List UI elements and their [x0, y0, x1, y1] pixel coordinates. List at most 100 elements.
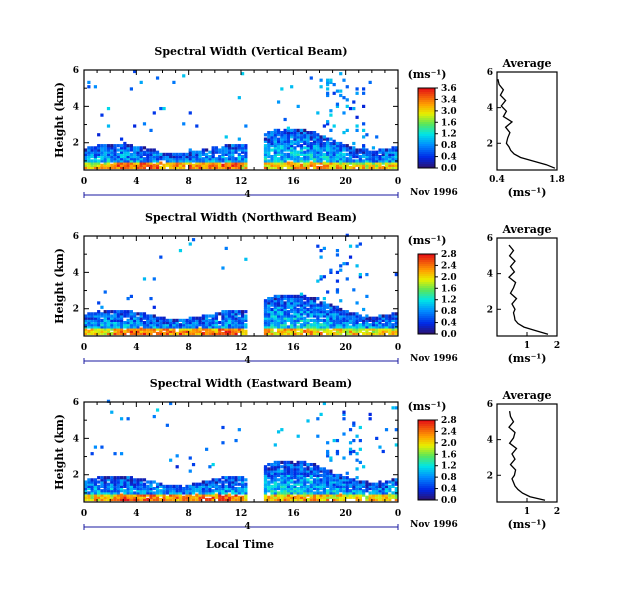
x-tick-label: 0	[81, 509, 87, 519]
heatmap-cell	[312, 497, 317, 502]
colorbar-segment	[418, 488, 435, 491]
heatmap-cell	[162, 491, 166, 495]
heatmap-cell	[273, 331, 277, 336]
heatmap-cell	[306, 130, 310, 135]
heatmap-cell	[345, 157, 349, 161]
heatmap-cell	[329, 323, 333, 327]
heatmap-cell	[296, 491, 300, 495]
heatmap-cells	[84, 233, 398, 336]
heatmap-cell	[152, 414, 156, 419]
heatmap-cell	[270, 327, 274, 331]
heatmap-cell	[93, 327, 98, 331]
heatmap-cell	[368, 150, 372, 154]
heatmap-cell	[283, 307, 287, 312]
heatmap-cell	[270, 148, 274, 152]
heatmap-cell	[273, 476, 277, 480]
heatmap-cell	[316, 154, 320, 159]
heatmap-cell	[335, 253, 340, 257]
heatmap-cell	[231, 489, 235, 493]
heatmap-cell	[103, 316, 107, 320]
colorbar-segment	[418, 434, 435, 437]
heatmap-cell	[309, 469, 313, 473]
heatmap-cell	[329, 329, 333, 333]
heatmap-cell	[394, 323, 398, 327]
heatmap-cell	[263, 137, 268, 141]
heatmap-cell	[286, 314, 290, 318]
heatmap-cell	[293, 163, 297, 167]
heatmap-cell	[355, 316, 359, 320]
heatmap-cell	[227, 486, 232, 491]
heatmap-cell	[169, 152, 173, 156]
heatmap-cell	[303, 137, 307, 141]
heatmap-cell	[394, 493, 398, 497]
heatmap-cell	[97, 486, 101, 491]
heatmap-cell	[152, 314, 156, 318]
heatmap-cell	[195, 157, 199, 161]
heatmap-cell	[270, 154, 274, 159]
heatmap-cell	[335, 452, 340, 456]
heatmap-cell	[119, 325, 124, 329]
heatmap-cell	[273, 139, 277, 143]
heatmap-cell	[169, 495, 173, 499]
heatmap-cell	[286, 325, 290, 329]
heatmap-cell	[339, 314, 343, 318]
heatmap-cell	[267, 301, 271, 305]
heatmap-cell	[201, 480, 205, 484]
heatmap-cell	[201, 316, 205, 320]
heatmap-cell	[276, 310, 281, 314]
heatmap-cell	[312, 296, 317, 301]
heatmap-cell	[234, 312, 238, 316]
heatmap-cell	[84, 327, 88, 331]
heatmap-cell	[365, 294, 369, 298]
heatmap-cell	[365, 327, 369, 331]
heatmap-cell	[286, 126, 290, 130]
colorbar-tick-label: 2.4	[441, 427, 457, 437]
heatmap-cell	[113, 318, 117, 322]
heatmap-cell	[316, 303, 320, 307]
heatmap-cell	[227, 150, 232, 154]
heatmap-cell	[365, 325, 369, 329]
y-axis-label: Height (km)	[53, 248, 66, 324]
heatmap-cell	[280, 303, 284, 307]
heatmap-cell	[97, 316, 101, 320]
heatmap-cell	[116, 331, 120, 336]
heatmap-cell	[290, 303, 294, 307]
heatmap-cell	[241, 163, 245, 167]
heatmap-cell	[280, 484, 284, 488]
colorbar-tick-label: 1.6	[441, 118, 457, 128]
heatmap-cell	[303, 482, 307, 486]
heatmap-cell	[352, 161, 356, 165]
heatmap-cell	[142, 484, 147, 488]
heatmap-cell	[146, 329, 150, 333]
heatmap-cell	[303, 316, 307, 320]
heatmap-cell	[136, 478, 140, 482]
heatmap-cell	[267, 462, 271, 467]
heatmap-cell	[296, 327, 300, 331]
heatmap-cell	[165, 423, 169, 427]
x-tick-label: 0	[395, 177, 401, 187]
colorbar-unit: (ms⁻¹)	[408, 234, 447, 247]
heatmap-cell	[110, 482, 114, 486]
heatmap-cell	[381, 331, 385, 336]
heatmap-cell	[306, 144, 310, 148]
heatmap-cell	[159, 329, 163, 333]
heatmap-cell	[283, 141, 287, 146]
colorbar-segment	[418, 462, 435, 465]
heatmap-cell	[312, 139, 317, 143]
heatmap-cell	[97, 146, 101, 150]
heatmap-cell	[283, 331, 287, 336]
heatmap-cell	[195, 489, 199, 493]
heatmap-cell	[280, 137, 284, 141]
heatmap-cell	[299, 465, 304, 469]
heatmap-cell	[116, 493, 120, 497]
heatmap-cell	[280, 478, 284, 482]
heatmap-cell	[90, 163, 94, 167]
heatmap-cell	[214, 489, 219, 493]
heatmap-cell	[388, 484, 392, 488]
heatmap-cell	[312, 144, 317, 148]
heatmap-cell	[231, 159, 235, 163]
heatmap-cell	[126, 325, 130, 329]
heatmap-cell	[290, 144, 294, 148]
heatmap-cell	[322, 124, 326, 128]
heatmap-cell	[126, 497, 130, 502]
